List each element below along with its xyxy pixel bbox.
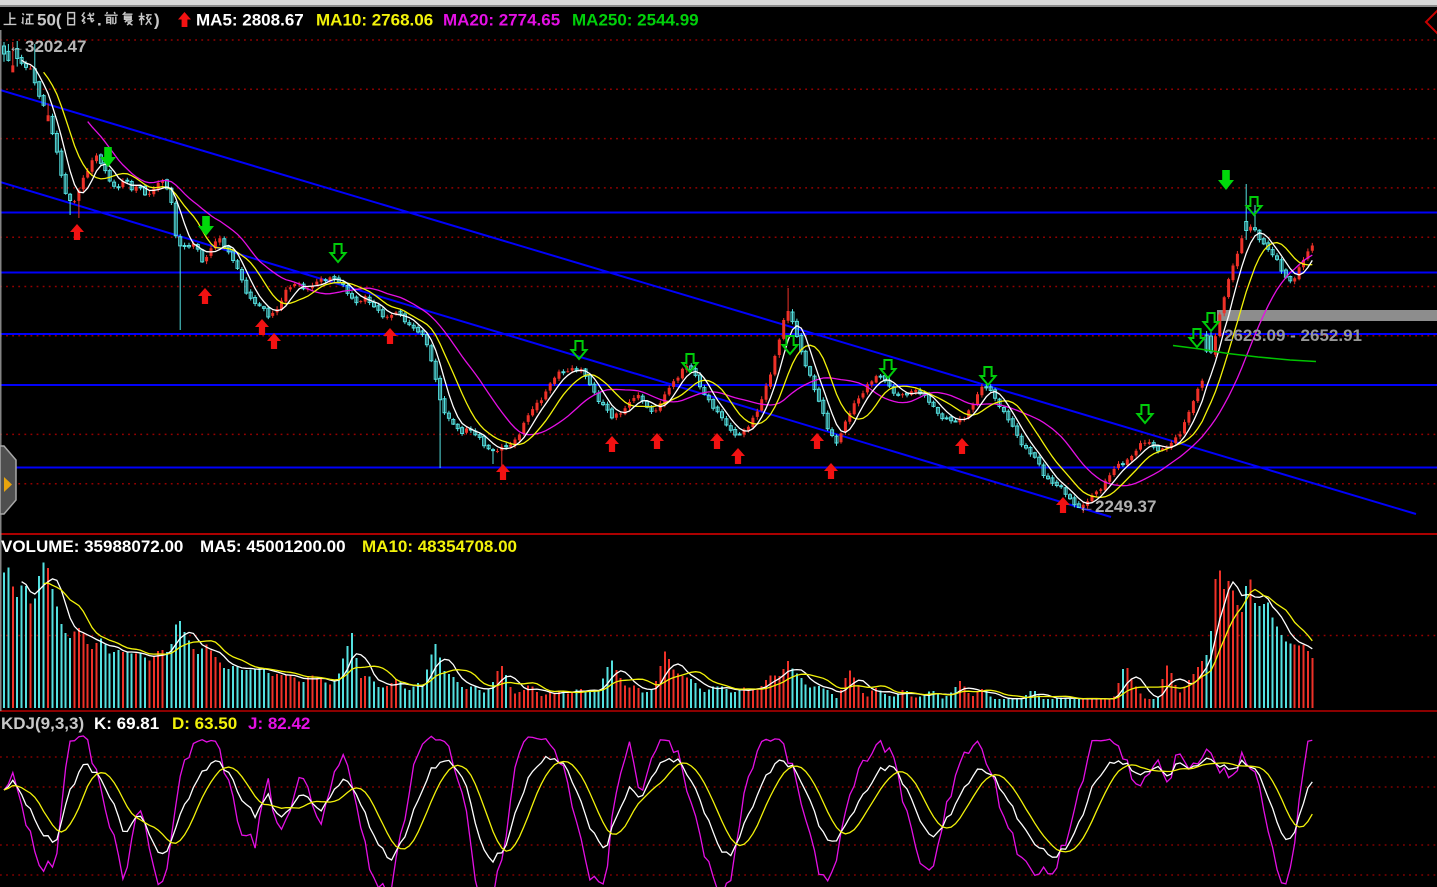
- svg-text:K: 69.81: K: 69.81: [94, 714, 159, 733]
- svg-text:←3202.47: ←3202.47: [8, 37, 86, 56]
- svg-text:MA5: 45001200.00: MA5: 45001200.00: [200, 537, 346, 556]
- svg-text:): ): [154, 11, 160, 30]
- svg-text:KDJ(9,3,3): KDJ(9,3,3): [1, 714, 84, 733]
- svg-text:MA10: 48354708.00: MA10: 48354708.00: [362, 537, 517, 556]
- svg-text:MA5: 2808.67: MA5: 2808.67: [196, 11, 304, 30]
- svg-text:50(: 50(: [37, 11, 62, 30]
- svg-text:MA250: 2544.99: MA250: 2544.99: [572, 11, 699, 30]
- svg-text:D: 63.50: D: 63.50: [172, 714, 237, 733]
- svg-text:←2249.37: ←2249.37: [1078, 497, 1156, 516]
- svg-text:MA10: 2768.06: MA10: 2768.06: [316, 11, 433, 30]
- svg-text:.: .: [97, 11, 102, 30]
- svg-text:J: 82.42: J: 82.42: [248, 714, 310, 733]
- svg-text:VOLUME: 35988072.00: VOLUME: 35988072.00: [1, 537, 183, 556]
- svg-text:2623.09 - 2652.91: 2623.09 - 2652.91: [1224, 326, 1362, 345]
- svg-text:MA20: 2774.65: MA20: 2774.65: [443, 11, 560, 30]
